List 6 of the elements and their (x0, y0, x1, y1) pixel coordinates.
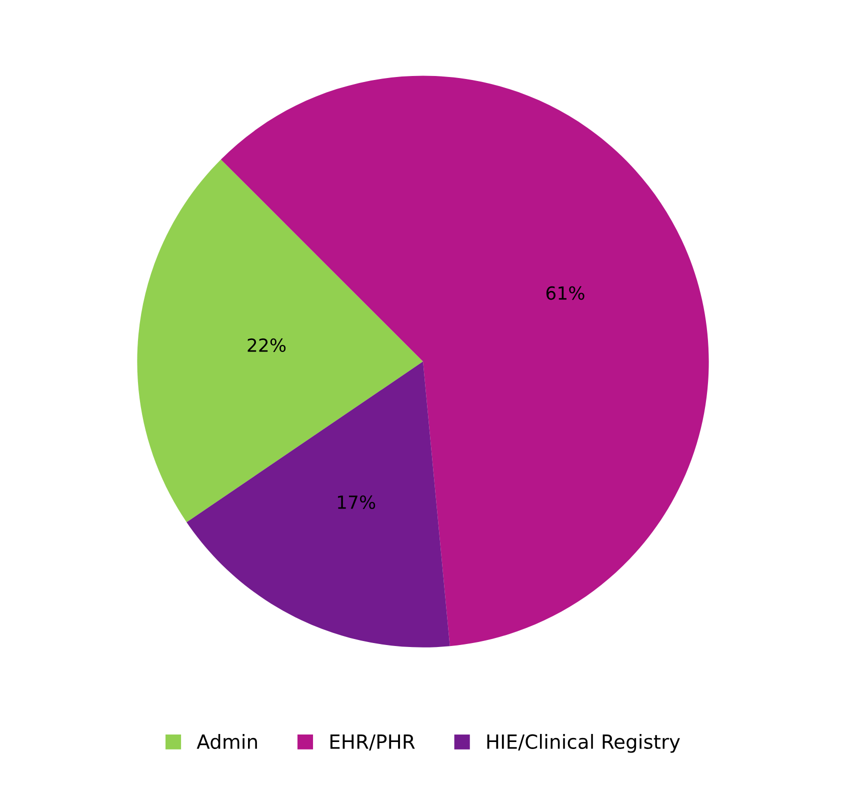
data-label: 17% (338, 495, 376, 510)
data-label: 22% (248, 338, 286, 352)
legend-label: HIE/Clinical Registry (487, 734, 680, 753)
legend-label: Admin (196, 734, 257, 750)
legend-label: EHR/PHR (330, 734, 415, 751)
data-label: 61% (546, 286, 584, 300)
